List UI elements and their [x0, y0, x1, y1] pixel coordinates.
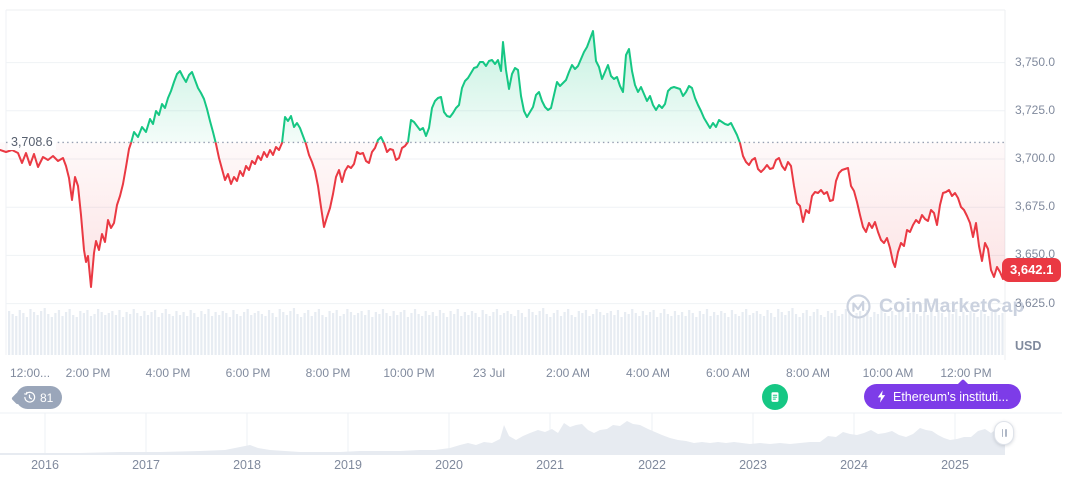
navigator-drag-handle[interactable]	[994, 421, 1014, 445]
timeline-navigator[interactable]	[0, 412, 1072, 462]
navigator-year-label: 2020	[435, 458, 463, 472]
navigator-year-label: 2022	[638, 458, 666, 472]
x-axis-tick-label: 6:00 PM	[225, 366, 271, 380]
coinmarketcap-logo-icon	[845, 293, 872, 320]
news-tooltip-badge[interactable]: Ethereum's instituti...	[864, 384, 1021, 409]
price-chart[interactable]	[0, 0, 1072, 360]
currency-unit-label: USD	[1015, 339, 1042, 353]
history-count: 81	[40, 390, 54, 405]
x-axis-tick-label: 8:00 PM	[305, 366, 351, 380]
y-axis-tick-label: 3,725.0	[1015, 102, 1056, 117]
navigator-year-label: 2017	[132, 458, 160, 472]
navigator-year-label: 2018	[233, 458, 261, 472]
y-axis-tick-label: 3,675.0	[1015, 199, 1056, 214]
x-axis-tick-label: 6:00 AM	[705, 366, 751, 380]
x-axis-tick-label: 4:00 AM	[625, 366, 671, 380]
y-axis-tick-label: 3,625.0	[1015, 295, 1056, 310]
lightning-icon	[876, 390, 887, 403]
x-axis-tick-label: 2:00 AM	[545, 366, 591, 380]
news-event-marker[interactable]	[762, 384, 788, 410]
news-tooltip-text: Ethereum's instituti...	[893, 389, 1009, 404]
x-axis-tick-label: 10:00 AM	[862, 366, 914, 380]
y-axis-tick-label: 3,650.0	[1015, 247, 1056, 262]
baseline-price-label: 3,708.6	[8, 135, 56, 150]
clock-history-icon	[23, 391, 36, 404]
navigator-year-label: 2021	[536, 458, 564, 472]
navigator-year-label: 2025	[941, 458, 969, 472]
x-axis-tick-label: 2:00 PM	[65, 366, 111, 380]
x-axis-tick-label: 12:00 PM	[940, 366, 992, 380]
navigator-year-label: 2016	[31, 458, 59, 472]
history-events-badge[interactable]: 81	[16, 386, 63, 409]
navigator-year-label: 2023	[739, 458, 767, 472]
x-axis-tick-label: 23 Jul	[472, 366, 506, 380]
navigator-year-label: 2024	[840, 458, 868, 472]
y-axis-tick-label: 3,700.0	[1015, 151, 1056, 165]
x-axis-tick-label: 10:00 PM	[383, 366, 435, 380]
last-price-badge: 3,642.1	[1002, 258, 1062, 282]
x-axis-tick-label: 8:00 AM	[785, 366, 831, 380]
document-icon	[768, 390, 782, 404]
navigator-year-label: 2019	[334, 458, 362, 472]
watermark: CoinMarketCap	[845, 293, 1025, 320]
x-axis-tick-label: 4:00 PM	[145, 366, 191, 380]
x-axis-tick-label: 12:00...	[10, 366, 51, 380]
y-axis-tick-label: 3,750.0	[1015, 54, 1056, 69]
watermark-text: CoinMarketCap	[879, 295, 1025, 317]
